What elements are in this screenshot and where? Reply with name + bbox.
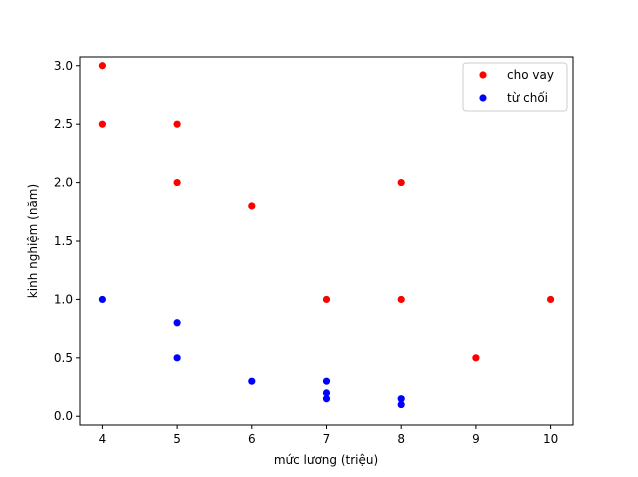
- legend-label: từ chối: [507, 91, 548, 105]
- series-cho-vay: [98, 62, 555, 362]
- data-point: [322, 377, 331, 385]
- x-tick-label: 10: [543, 432, 558, 446]
- x-axis-label: mức lương (triệu): [274, 453, 378, 467]
- data-point: [173, 178, 181, 187]
- y-axis-label: kinh nghiệm (năm): [26, 184, 40, 298]
- data-point: [397, 178, 405, 187]
- y-axis: 0.0 0.5 1.0 1.5 2.0 2.5 3.0: [54, 59, 80, 423]
- data-point: [322, 295, 331, 304]
- x-axis: 4 5 6 7 8 9 10: [99, 425, 558, 446]
- x-tick-label: 9: [472, 432, 480, 446]
- data-point: [173, 120, 181, 128]
- data-point: [98, 120, 107, 128]
- y-tick-label: 3.0: [54, 59, 73, 73]
- data-point: [248, 377, 256, 385]
- x-tick-label: 4: [99, 432, 107, 446]
- series-tu-choi: [98, 295, 405, 409]
- data-point: [546, 295, 555, 304]
- data-point: [397, 295, 405, 304]
- y-tick-label: 0.5: [54, 351, 73, 365]
- x-tick-label: 6: [248, 432, 256, 446]
- data-point: [98, 62, 107, 70]
- data-point: [322, 389, 331, 397]
- data-point: [173, 319, 181, 327]
- y-tick-label: 2.0: [54, 176, 73, 190]
- x-tick-label: 8: [397, 432, 405, 446]
- data-point: [397, 400, 405, 409]
- legend-marker: [479, 94, 487, 102]
- legend-marker: [479, 71, 487, 79]
- y-tick-label: 0.0: [54, 409, 73, 423]
- y-tick-label: 2.5: [54, 117, 73, 131]
- legend-box: [462, 62, 568, 112]
- legend: cho vay từ chối: [462, 62, 568, 112]
- data-point: [248, 202, 256, 210]
- plot-area: [79, 56, 574, 426]
- data-point: [472, 354, 480, 362]
- data-point: [322, 395, 331, 403]
- x-tick-label: 5: [173, 432, 181, 446]
- y-tick-label: 1.5: [54, 234, 73, 248]
- data-point: [173, 354, 181, 362]
- data-point: [98, 295, 107, 304]
- x-tick-label: 7: [323, 432, 331, 446]
- legend-label: cho vay: [507, 68, 554, 82]
- plot-frame: [79, 56, 574, 426]
- y-tick-label: 1.0: [54, 292, 73, 306]
- data-point: [397, 395, 405, 403]
